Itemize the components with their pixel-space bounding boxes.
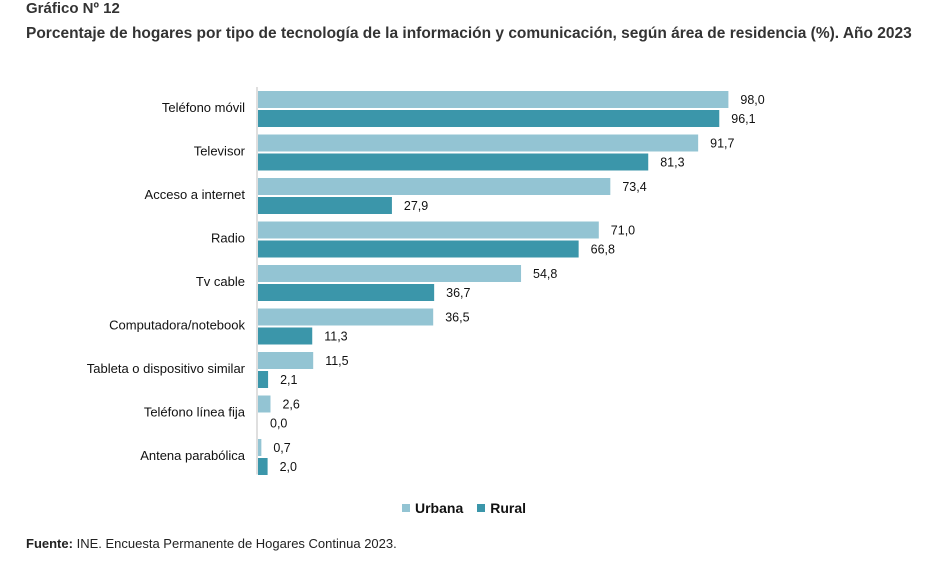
source-note: Fuente: INE. Encuesta Permanente de Hoga… xyxy=(26,536,397,551)
category-label: Televisor xyxy=(194,144,246,159)
bar-urbana xyxy=(258,352,314,369)
bar-rural xyxy=(258,240,579,258)
category-label: Teléfono línea fija xyxy=(144,405,246,420)
category-label: Acceso a internet xyxy=(145,187,246,202)
category-label: Teléfono móvil xyxy=(162,100,245,115)
data-label-urbana: 98,0 xyxy=(740,93,764,107)
data-label-rural: 81,3 xyxy=(660,156,684,170)
data-label-urbana: 11,5 xyxy=(325,354,348,368)
category-label: Radio xyxy=(211,231,245,246)
legend-label-rural: Rural xyxy=(490,500,527,516)
data-label-urbana: 36,5 xyxy=(445,311,469,325)
legend-swatch-urbana xyxy=(402,504,410,512)
data-label-urbana: 73,4 xyxy=(622,180,646,194)
bar-urbana xyxy=(258,178,611,195)
legend-label-urbana: Urbana xyxy=(415,500,464,516)
data-label-rural: 11,3 xyxy=(324,330,347,344)
chart-legend: Urbana Rural xyxy=(402,500,526,516)
bar-rural xyxy=(258,110,720,127)
legend-swatch-rural xyxy=(477,504,486,512)
data-label-rural: 96,1 xyxy=(731,112,755,126)
chart-title: Porcentaje de hogares por tipo de tecnol… xyxy=(26,25,912,42)
data-label-urbana: 0,7 xyxy=(273,441,290,455)
data-label-rural: 2,1 xyxy=(280,373,297,387)
data-label-rural: 27,9 xyxy=(404,199,428,213)
category-label: Tableta o dispositivo similar xyxy=(87,361,246,376)
data-label-urbana: 91,7 xyxy=(710,137,734,151)
data-label-urbana: 71,0 xyxy=(611,224,635,238)
data-label-urbana: 2,6 xyxy=(282,398,299,412)
bar-rural xyxy=(258,371,269,388)
data-label-rural: 66,8 xyxy=(591,243,615,257)
legend-item-urbana: Urbana xyxy=(402,500,463,516)
bar-urbana xyxy=(258,395,271,413)
data-label-urbana: 54,8 xyxy=(533,267,557,281)
category-label: Tv cable xyxy=(196,274,245,289)
source-text: INE. Encuesta Permanente de Hogares Cont… xyxy=(76,536,397,551)
bar-urbana xyxy=(258,221,599,239)
category-label: Computadora/notebook xyxy=(109,318,245,333)
source-label: Fuente: xyxy=(26,536,73,551)
bar-urbana xyxy=(258,91,729,108)
figure-number: Gráfico Nº 12 xyxy=(26,0,120,17)
bar-rural xyxy=(258,153,649,171)
bar-urbana xyxy=(258,308,434,326)
category-label: Antena parabólica xyxy=(140,448,246,463)
bar-rural xyxy=(258,197,392,214)
bar-rural xyxy=(258,458,268,475)
data-label-rural: 36,7 xyxy=(446,286,470,300)
legend-item-rural: Rural xyxy=(477,500,526,516)
bar-urbana xyxy=(258,134,699,152)
bar-urbana xyxy=(258,439,262,456)
bar-urbana xyxy=(258,265,522,282)
data-label-rural: 0,0 xyxy=(270,417,287,431)
data-label-rural: 2,0 xyxy=(280,460,297,474)
bar-rural xyxy=(258,284,435,301)
bar-rural xyxy=(258,327,313,345)
